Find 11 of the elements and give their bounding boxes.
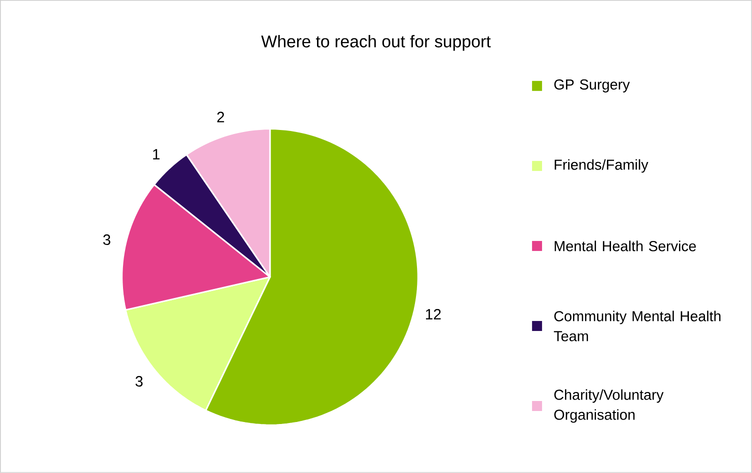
chart-title: Where to reach out for support [261, 35, 491, 51]
legend-label: Charity/Voluntary Organisation [554, 389, 664, 423]
legend-label: Mental Health Service [554, 240, 696, 252]
legend-label: Friends/Family [554, 159, 648, 173]
data-label: 1 [153, 149, 160, 160]
data-label: 2 [217, 112, 224, 122]
data-label: 12 [426, 309, 441, 320]
data-label: 3 [136, 376, 143, 387]
data-label: 3 [103, 234, 110, 246]
legend-label: Community Mental Health Team [554, 310, 720, 342]
legend-label: GP Surgery [554, 79, 630, 92]
